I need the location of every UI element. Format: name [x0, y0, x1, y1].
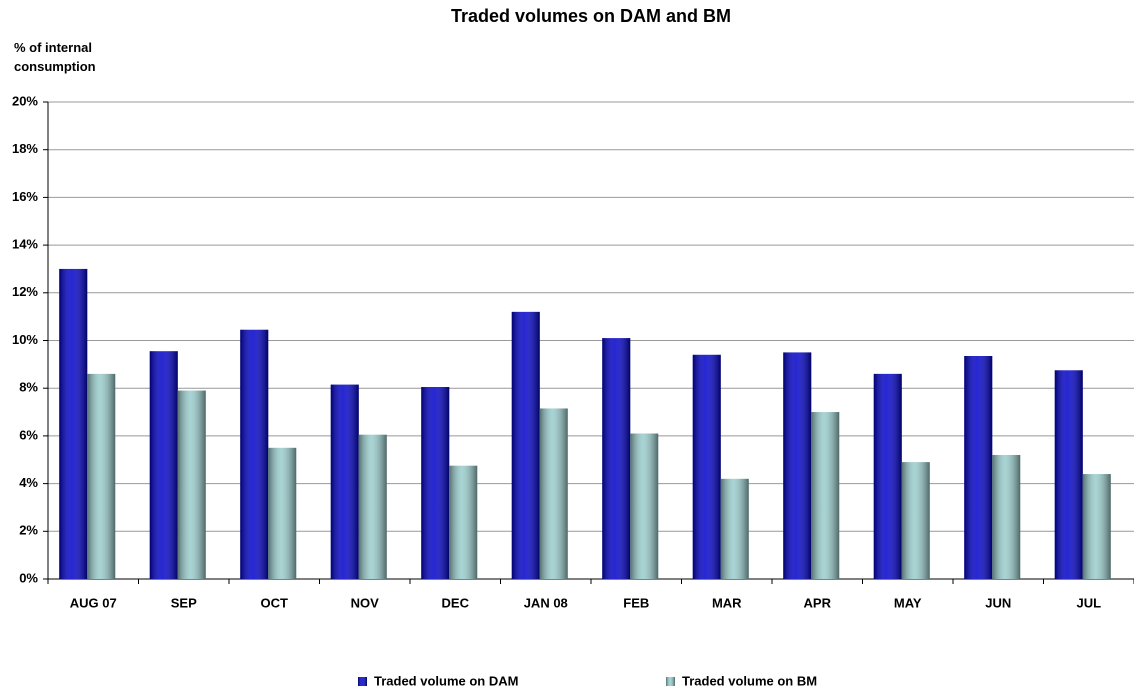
bar: [358, 434, 387, 579]
x-tick-label: FEB: [623, 595, 649, 610]
bar: [992, 454, 1021, 579]
legend-label: Traded volume on BM: [682, 673, 817, 688]
chart-title: Traded volumes on DAM and BM: [451, 6, 731, 26]
x-tick-label: MAR: [712, 595, 742, 610]
bar: [539, 408, 568, 579]
y-tick-label: 14%: [12, 237, 38, 252]
y-tick-label: 8%: [19, 380, 38, 395]
y-tick-label: 6%: [19, 427, 38, 442]
bar: [59, 268, 88, 579]
x-tick-label: DEC: [442, 595, 470, 610]
bar: [511, 311, 540, 579]
x-tick-label: MAY: [894, 595, 922, 610]
bar: [449, 465, 478, 579]
legend-label: Traded volume on DAM: [374, 673, 518, 688]
x-tick-label: APR: [804, 595, 832, 610]
y-axis-label: % of internal consumption: [14, 40, 96, 74]
x-tick-label: SEP: [171, 595, 197, 610]
bar: [630, 433, 659, 579]
bar: [177, 390, 206, 579]
y-tick-label: 0%: [19, 570, 38, 585]
bar: [1054, 370, 1083, 579]
y-tick-label: 2%: [19, 523, 38, 538]
legend-swatch-shade: [666, 677, 675, 686]
bar: [149, 351, 178, 579]
bar: [330, 384, 359, 579]
x-tick-label: NOV: [351, 595, 380, 610]
y-tick-label: 12%: [12, 284, 38, 299]
x-tick-label: JUN: [985, 595, 1011, 610]
x-tick-label: AUG 07: [70, 595, 117, 610]
y-tick-label: 4%: [19, 475, 38, 490]
x-tick-label: OCT: [261, 595, 289, 610]
x-tick-label: JUL: [1076, 595, 1101, 610]
bar: [240, 329, 269, 579]
bar: [692, 354, 721, 579]
bar: [873, 373, 902, 579]
legend-swatch-shade: [358, 677, 367, 686]
y-tick-label: 16%: [12, 189, 38, 204]
bar: [602, 338, 631, 579]
bar: [268, 447, 297, 579]
x-tick-label: JAN 08: [524, 595, 568, 610]
bar: [720, 478, 749, 579]
bar: [1082, 474, 1111, 579]
bar: [811, 412, 840, 579]
y-tick-label: 18%: [12, 141, 38, 156]
bar: [964, 356, 993, 579]
y-tick-label: 20%: [12, 93, 38, 108]
y-tick-label: 10%: [12, 332, 38, 347]
bar: [901, 462, 930, 579]
bar: [87, 373, 116, 579]
bar: [783, 352, 812, 579]
bar: [421, 387, 450, 579]
